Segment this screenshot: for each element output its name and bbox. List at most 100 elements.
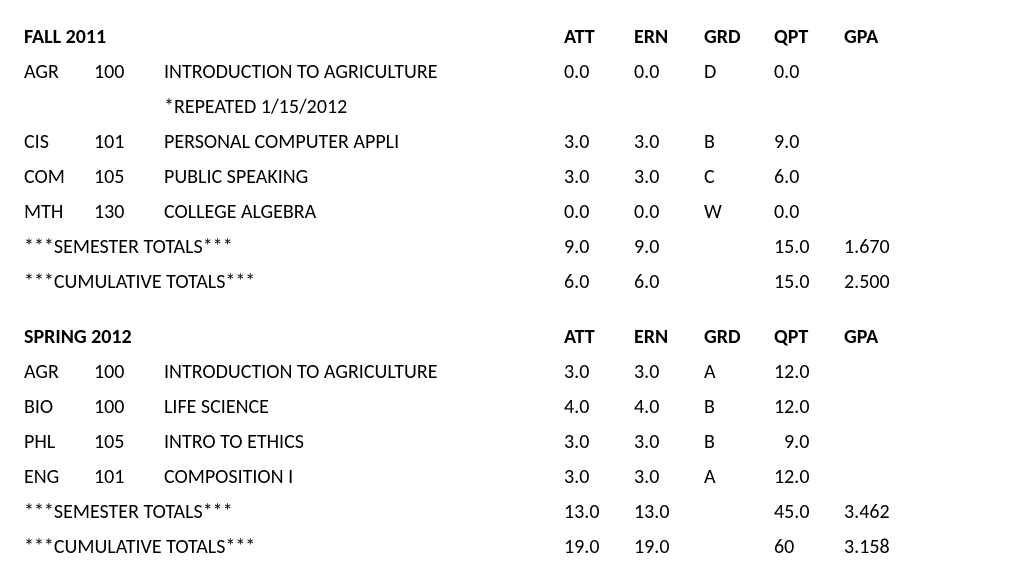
course-ern: 3.0 (634, 425, 704, 460)
course-dept: PHL (24, 425, 94, 460)
course-title: LIFE SCIENCE (164, 390, 564, 425)
semester-totals-gpa: 1.670 (844, 230, 1000, 265)
course-num: 105 (94, 160, 164, 195)
transcript-table: FALL 2011ATTERNGRDQPTGPAAGR100INTRODUCTI… (24, 20, 1000, 565)
course-qpt: 9.0 (774, 425, 844, 460)
course-qpt: 9.0 (774, 125, 844, 160)
semester-totals-att: 13.0 (564, 495, 634, 530)
cumulative-totals-ern: 19.0 (634, 530, 704, 565)
course-title: COMPOSITION I (164, 460, 564, 495)
col-header-ern: ERN (634, 20, 704, 55)
course-att: 0.0 (564, 55, 634, 90)
cumulative-totals-label: ***CUMULATIVE TOTALS*** (24, 530, 564, 565)
cumulative-totals-label: ***CUMULATIVE TOTALS*** (24, 265, 564, 300)
course-num: 101 (94, 125, 164, 160)
course-dept: AGR (24, 55, 94, 90)
course-grd: D (704, 55, 774, 90)
course-att: 3.0 (564, 460, 634, 495)
course-gpa (844, 390, 1000, 425)
col-header-att: ATT (564, 20, 634, 55)
course-att: 3.0 (564, 355, 634, 390)
course-dept: MTH (24, 195, 94, 230)
cumulative-totals-gpa: 2.500 (844, 265, 1000, 300)
course-dept: ENG (24, 460, 94, 495)
course-gpa (844, 355, 1000, 390)
col-header-gpa: GPA (844, 20, 1000, 55)
semester-header-row: FALL 2011ATTERNGRDQPTGPA (24, 20, 1000, 55)
course-ern: 3.0 (634, 160, 704, 195)
course-gpa (844, 460, 1000, 495)
course-grd: B (704, 390, 774, 425)
course-ern: 3.0 (634, 460, 704, 495)
semester-totals-att: 9.0 (564, 230, 634, 265)
semester-totals-row: ***SEMESTER TOTALS***9.09.015.01.670 (24, 230, 1000, 265)
course-note-row: *REPEATED 1/15/2012 (24, 90, 1000, 125)
course-num: 105 (94, 425, 164, 460)
course-qpt: 0.0 (774, 55, 844, 90)
semester-totals-row: ***SEMESTER TOTALS***13.013.045.03.462 (24, 495, 1000, 530)
semester-totals-ern: 9.0 (634, 230, 704, 265)
semester-totals-ern: 13.0 (634, 495, 704, 530)
semester-title: FALL 2011 (24, 20, 564, 55)
course-grd: W (704, 195, 774, 230)
course-row: COM105PUBLIC SPEAKING3.03.0C6.0 (24, 160, 1000, 195)
course-grd: B (704, 125, 774, 160)
course-att: 0.0 (564, 195, 634, 230)
semester-totals-qpt: 15.0 (774, 230, 844, 265)
semester-totals-label: ***SEMESTER TOTALS*** (24, 230, 564, 265)
course-grd: B (704, 425, 774, 460)
course-gpa (844, 425, 1000, 460)
course-qpt: 0.0 (774, 195, 844, 230)
course-row: CIS101PERSONAL COMPUTER APPLI3.03.0B9.0 (24, 125, 1000, 160)
col-header-grd: GRD (704, 20, 774, 55)
cumulative-totals-att: 6.0 (564, 265, 634, 300)
cumulative-totals-gpa: 3.158 (844, 530, 1000, 565)
course-num: 100 (94, 355, 164, 390)
course-row: AGR100INTRODUCTION TO AGRICULTURE3.03.0A… (24, 355, 1000, 390)
semester-totals-qpt: 45.0 (774, 495, 844, 530)
col-header-qpt: QPT (774, 20, 844, 55)
course-qpt: 12.0 (774, 355, 844, 390)
course-ern: 0.0 (634, 195, 704, 230)
course-ern: 4.0 (634, 390, 704, 425)
semester-title: SPRING 2012 (24, 320, 564, 355)
course-num: 101 (94, 460, 164, 495)
course-grd: A (704, 460, 774, 495)
course-ern: 3.0 (634, 125, 704, 160)
course-dept: COM (24, 160, 94, 195)
course-row: ENG101COMPOSITION I3.03.0A12.0 (24, 460, 1000, 495)
col-header-grd: GRD (704, 320, 774, 355)
course-qpt: 6.0 (774, 160, 844, 195)
course-qpt: 12.0 (774, 460, 844, 495)
course-gpa (844, 195, 1000, 230)
col-header-gpa: GPA (844, 320, 1000, 355)
course-row: BIO100LIFE SCIENCE4.04.0B12.0 (24, 390, 1000, 425)
course-row: MTH130COLLEGE ALGEBRA0.00.0W0.0 (24, 195, 1000, 230)
course-att: 3.0 (564, 160, 634, 195)
course-num: 100 (94, 390, 164, 425)
course-row: PHL105INTRO TO ETHICS3.03.0B9.0 (24, 425, 1000, 460)
course-num: 130 (94, 195, 164, 230)
course-gpa (844, 125, 1000, 160)
cumulative-totals-row: ***CUMULATIVE TOTALS***19.019.0603.158 (24, 530, 1000, 565)
course-dept: AGR (24, 355, 94, 390)
course-grd: A (704, 355, 774, 390)
cumulative-totals-row: ***CUMULATIVE TOTALS***6.06.015.02.500 (24, 265, 1000, 300)
course-row: AGR100INTRODUCTION TO AGRICULTURE0.00.0D… (24, 55, 1000, 90)
course-title: INTRO TO ETHICS (164, 425, 564, 460)
course-ern: 0.0 (634, 55, 704, 90)
cumulative-totals-ern: 6.0 (634, 265, 704, 300)
course-note: *REPEATED 1/15/2012 (164, 90, 564, 125)
course-gpa (844, 55, 1000, 90)
cumulative-totals-qpt: 60 (774, 530, 844, 565)
course-att: 4.0 (564, 390, 634, 425)
course-att: 3.0 (564, 425, 634, 460)
cumulative-totals-qpt: 15.0 (774, 265, 844, 300)
course-title: COLLEGE ALGEBRA (164, 195, 564, 230)
course-title: PERSONAL COMPUTER APPLI (164, 125, 564, 160)
semester-totals-gpa: 3.462 (844, 495, 1000, 530)
course-dept: BIO (24, 390, 94, 425)
course-dept: CIS (24, 125, 94, 160)
semester-totals-label: ***SEMESTER TOTALS*** (24, 495, 564, 530)
course-title: INTRODUCTION TO AGRICULTURE (164, 355, 564, 390)
